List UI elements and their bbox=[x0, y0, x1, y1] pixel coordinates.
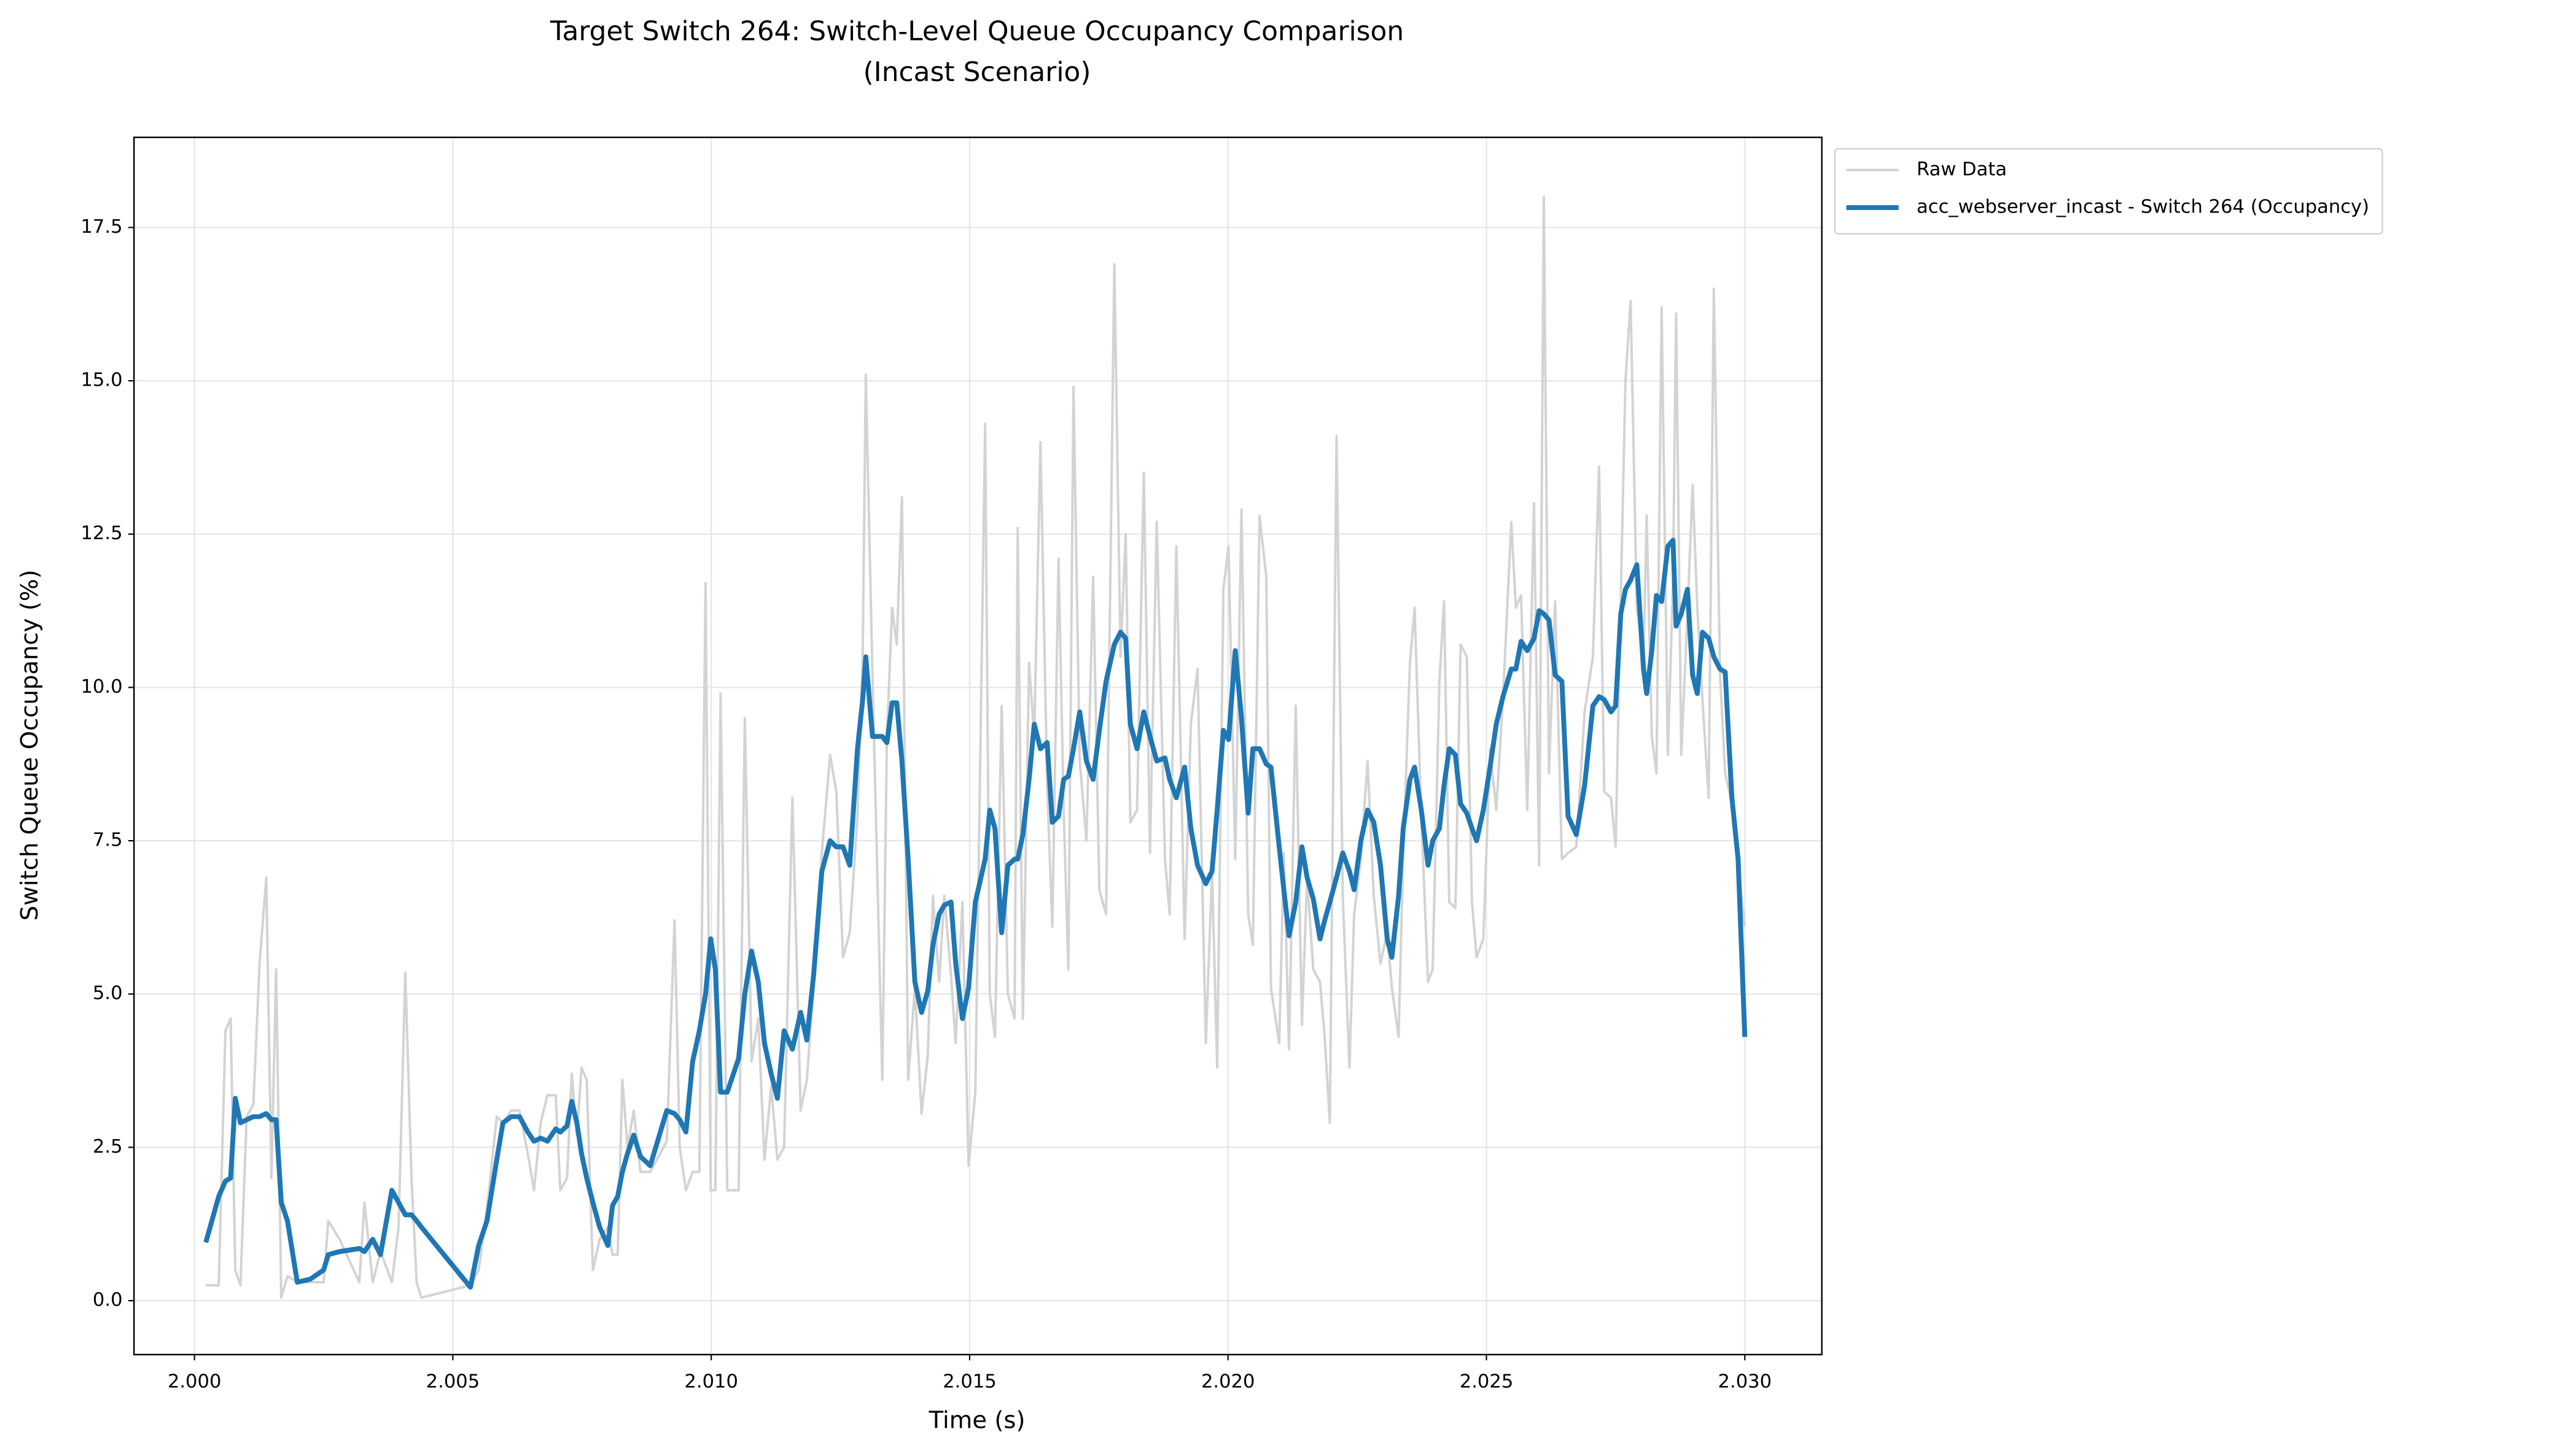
y-tick-label: 0.0 bbox=[93, 1290, 123, 1311]
legend-label: acc_webserver_incast - Switch 264 (Occup… bbox=[1917, 197, 2369, 218]
y-tick-label: 2.5 bbox=[93, 1136, 123, 1158]
plot-frame bbox=[133, 136, 1823, 1356]
legend-label: Raw Data bbox=[1917, 158, 2007, 180]
data-line bbox=[206, 195, 1746, 1299]
y-tick-label: 17.5 bbox=[80, 216, 122, 238]
x-tick-label: 2.030 bbox=[1718, 1371, 1772, 1393]
y-tick-label: 15.0 bbox=[80, 370, 122, 391]
chart-title: Target Switch 264: Switch-Level Queue Oc… bbox=[550, 15, 1404, 88]
y-tick-label: 7.5 bbox=[93, 830, 123, 851]
y-tick-label: 10.0 bbox=[80, 676, 122, 698]
x-tick-label: 2.005 bbox=[426, 1371, 480, 1393]
x-axis-label: Time (s) bbox=[929, 1406, 1026, 1434]
y-axis-label: Switch Queue Occupancy (%) bbox=[16, 570, 44, 921]
y-tick-label: 12.5 bbox=[80, 523, 122, 544]
y-tick-label: 5.0 bbox=[93, 983, 123, 1004]
x-tick-label: 2.025 bbox=[1460, 1371, 1514, 1393]
x-tick-label: 2.010 bbox=[684, 1371, 738, 1393]
x-tick-label: 2.020 bbox=[1201, 1371, 1255, 1393]
legend-box bbox=[1834, 148, 2383, 235]
x-tick-label: 2.000 bbox=[168, 1371, 222, 1393]
data-line bbox=[203, 537, 1748, 1290]
x-tick-label: 2.015 bbox=[943, 1371, 997, 1393]
